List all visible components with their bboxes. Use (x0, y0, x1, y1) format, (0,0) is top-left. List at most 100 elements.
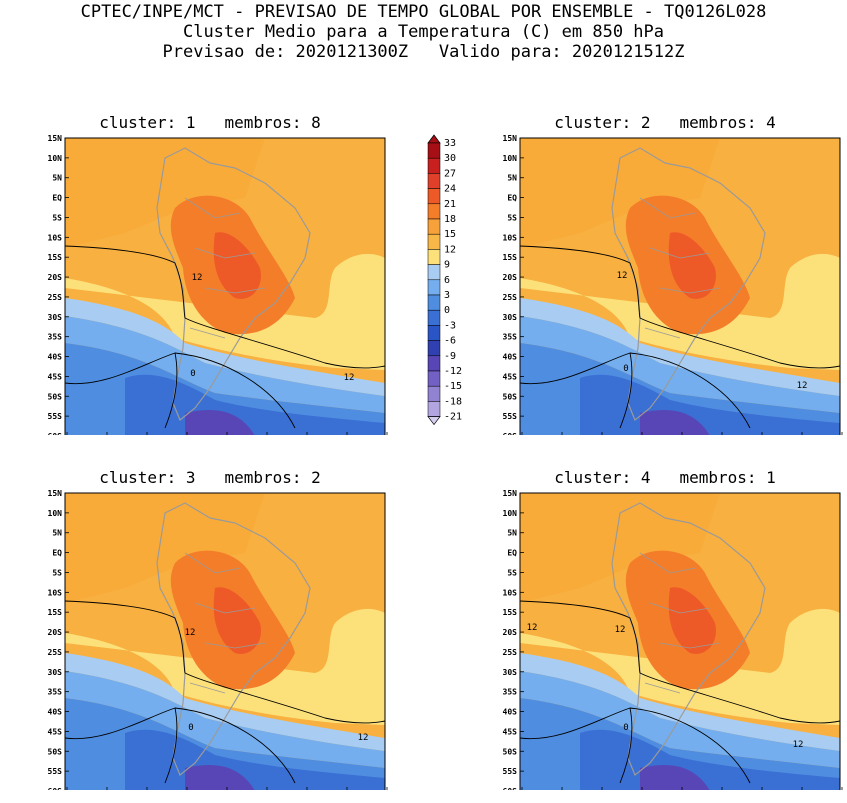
latitude-tick-label: 20S (503, 628, 518, 637)
colorbar-tick-label: -9 (444, 351, 456, 362)
colorbar-tick-label: 9 (444, 260, 450, 271)
colorbar-min-arrow (427, 416, 441, 426)
map-panel-cluster-2: cluster: 2 membros: 4 12012015N10N5NEQ5S… (495, 113, 843, 435)
latitude-tick-label: 10N (48, 154, 63, 163)
colorbar-tick-label: 18 (444, 214, 456, 225)
colorbar-tick-label: -3 (444, 320, 456, 331)
latitude-tick-label: 45S (503, 727, 518, 736)
colorbar-segment (427, 385, 441, 402)
latitude-tick-label: 20S (48, 273, 63, 282)
colorbar-segment (427, 203, 441, 220)
colorbar-segment (427, 279, 441, 296)
colorbar-tick-label: 30 (444, 153, 456, 164)
colorbar-tick-label: 0 (444, 305, 450, 316)
latitude-tick-label: 50S (503, 392, 518, 401)
contour-label: 0 (188, 723, 193, 733)
latitude-tick-label: 10N (503, 509, 518, 518)
colorbar-tick-label: -6 (444, 336, 456, 347)
latitude-tick-label: 60S (48, 787, 63, 790)
latitude-tick-label: 30S (48, 313, 63, 322)
latitude-tick-label: 40S (503, 353, 518, 362)
colorbar-tick-label: -18 (444, 396, 462, 407)
contour-label: 12 (185, 628, 196, 638)
latitude-tick-label: EQ (52, 549, 62, 558)
colorbar-tick-label: -12 (444, 366, 462, 377)
colorbar-segment (427, 142, 441, 159)
latitude-tick-label: 10S (503, 233, 518, 242)
latitude-tick-label: 15N (48, 135, 63, 143)
latitude-tick-label: 5N (507, 174, 517, 183)
map-panel-cluster-1: cluster: 1 membros: 8 12012015N10N5NEQ5S… (40, 113, 388, 435)
map-panel-cluster-4: cluster: 4 membros: 1 1212012015N10N5NEQ… (495, 468, 843, 790)
latitude-tick-label: 15S (503, 253, 518, 262)
colorbar-segment (427, 355, 441, 372)
contour-label: 12 (192, 273, 203, 283)
latitude-tick-label: 5N (52, 174, 62, 183)
latitude-tick-label: EQ (507, 194, 517, 203)
latitude-tick-label: 30S (48, 668, 63, 677)
latitude-tick-label: 45S (48, 727, 63, 736)
contour-label: 12 (797, 381, 808, 391)
colorbar-segment (427, 249, 441, 265)
header-title-line-3: Previsao de: 2020121300Z Valido para: 20… (162, 42, 685, 62)
panel-title: cluster: 1 membros: 8 (99, 113, 321, 132)
contour-label: 0 (623, 364, 628, 374)
latitude-tick-label: 60S (48, 432, 63, 435)
latitude-tick-label: 30S (503, 313, 518, 322)
panel-title: cluster: 3 membros: 2 (99, 468, 321, 487)
latitude-tick-label: 50S (503, 747, 518, 756)
latitude-tick-label: EQ (52, 194, 62, 203)
latitude-tick-label: 45S (48, 372, 63, 381)
latitude-tick-label: 40S (48, 353, 63, 362)
colorbar-tick-label: 3 (444, 290, 450, 301)
colorbar-tick-label: 21 (444, 199, 456, 210)
temperature-map: 12012015N10N5NEQ5S10S15S20S25S30S35S40S4… (48, 490, 388, 790)
colorbar-segment (427, 188, 441, 205)
colorbar-segment (427, 401, 441, 417)
latitude-tick-label: 10S (48, 233, 63, 242)
latitude-tick-label: 55S (48, 767, 63, 776)
latitude-tick-label: 15N (503, 135, 518, 143)
latitude-tick-label: 35S (48, 333, 63, 342)
latitude-tick-label: 10N (503, 154, 518, 163)
latitude-tick-label: 40S (48, 708, 63, 717)
latitude-tick-label: 40S (503, 708, 518, 717)
panel-title: cluster: 2 membros: 4 (554, 113, 776, 132)
latitude-tick-label: 5S (507, 568, 517, 577)
colorbar-tick-label: 33 (444, 138, 456, 149)
colorbar-tick-label: -15 (444, 381, 462, 392)
latitude-tick-label: 55S (503, 412, 518, 421)
latitude-tick-label: 25S (48, 293, 63, 302)
latitude-tick-label: 55S (503, 767, 518, 776)
latitude-tick-label: 20S (503, 273, 518, 282)
colorbar-segment (427, 264, 441, 281)
temperature-map: 1212012015N10N5NEQ5S10S15S20S25S30S35S40… (503, 490, 843, 790)
panel-title: cluster: 4 membros: 1 (554, 468, 776, 487)
contour-label: 12 (358, 733, 369, 743)
colorbar-segment (427, 218, 441, 235)
contour-label: 12 (344, 373, 355, 383)
contour-label: 12 (617, 271, 628, 281)
latitude-tick-label: 15S (48, 253, 63, 262)
latitude-tick-label: 50S (48, 747, 63, 756)
latitude-tick-label: 50S (48, 392, 63, 401)
colorbar-tick-label: -21 (444, 412, 462, 423)
latitude-tick-label: 10S (503, 588, 518, 597)
latitude-tick-label: 15N (48, 490, 63, 498)
colorbar-max-arrow (427, 134, 441, 144)
colorbar-tick-label: 24 (444, 184, 456, 195)
latitude-tick-label: 15S (48, 608, 63, 617)
header-title-line-1: CPTEC/INPE/MCT - PREVISAO DE TEMPO GLOBA… (80, 2, 767, 22)
latitude-tick-label: 10N (48, 509, 63, 518)
latitude-tick-label: 35S (48, 688, 63, 697)
latitude-tick-label: 25S (48, 648, 63, 657)
contour-label: 12 (527, 623, 538, 633)
contour-label: 12 (615, 625, 626, 635)
colorbar-tick-label: 12 (444, 244, 456, 255)
contour-label: 0 (190, 369, 195, 379)
latitude-tick-label: 5N (52, 529, 62, 538)
latitude-tick-label: 5S (507, 213, 517, 222)
contour-label: 0 (623, 723, 628, 733)
colorbar-segment (427, 233, 441, 250)
